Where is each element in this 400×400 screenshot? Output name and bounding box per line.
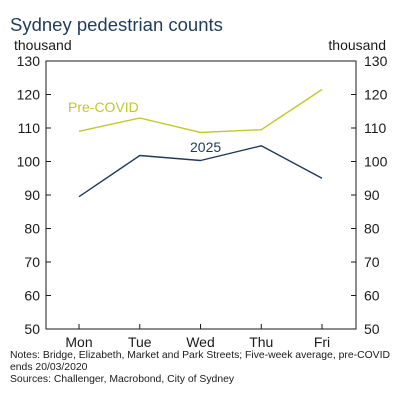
chart-notes: Notes: Bridge, Elizabeth, Market and Par… — [10, 350, 390, 386]
y-tick-label-right: 70 — [364, 254, 380, 270]
y-tick-label-left: 50 — [24, 321, 40, 337]
y-tick-label-right: 130 — [364, 53, 388, 69]
y-tick-label-left: 100 — [17, 154, 41, 170]
x-tick-label: Tue — [128, 334, 152, 350]
notes-text: Notes: Bridge, Elizabeth, Market and Par… — [10, 350, 390, 373]
x-tick-label: Mon — [65, 334, 92, 350]
series-lines — [78, 88, 323, 198]
x-tick-label: Wed — [186, 334, 215, 350]
y-axis-right: 50 60 70 80 90 100 110 120 130 — [351, 53, 388, 337]
y-tick-label-right: 50 — [364, 321, 380, 337]
y-axis-left: 50 60 70 80 90 100 110 120 130 — [17, 53, 51, 337]
chart-title: Sydney pedestrian counts — [10, 14, 223, 35]
y-tick-label-right: 120 — [364, 87, 388, 103]
x-tick-label: Thu — [249, 334, 273, 350]
y-tick-label-right: 90 — [364, 187, 380, 203]
y-tick-label-left: 60 — [24, 288, 40, 304]
series-labels: Pre-COVID 2025 — [68, 99, 221, 155]
y-tick-label-left: 70 — [24, 254, 40, 270]
x-axis: Mon Tue Wed Thu Fri — [65, 324, 330, 350]
y-tick-label-right: 110 — [364, 120, 387, 136]
y-tick-label-right: 60 — [364, 288, 380, 304]
series-label-pre-covid: Pre-COVID — [68, 99, 139, 115]
y-tick-label-left: 90 — [24, 187, 40, 203]
y-tick-label-left: 130 — [17, 53, 41, 69]
y-tick-label-right: 80 — [364, 221, 380, 237]
left-axis-unit: thousand — [14, 37, 72, 53]
series-line-pre-covid — [78, 88, 323, 134]
right-axis-unit: thousand — [328, 37, 386, 53]
x-tick-label: Fri — [314, 334, 330, 350]
y-tick-label-right: 100 — [364, 154, 388, 170]
series-line-2025 — [78, 145, 323, 198]
y-tick-label-left: 110 — [18, 120, 41, 136]
y-tick-label-left: 80 — [24, 221, 40, 237]
y-tick-label-left: 120 — [17, 87, 41, 103]
sources-text: Sources: Challenger, Macrobond, City of … — [10, 374, 235, 385]
series-label-2025: 2025 — [190, 139, 221, 155]
